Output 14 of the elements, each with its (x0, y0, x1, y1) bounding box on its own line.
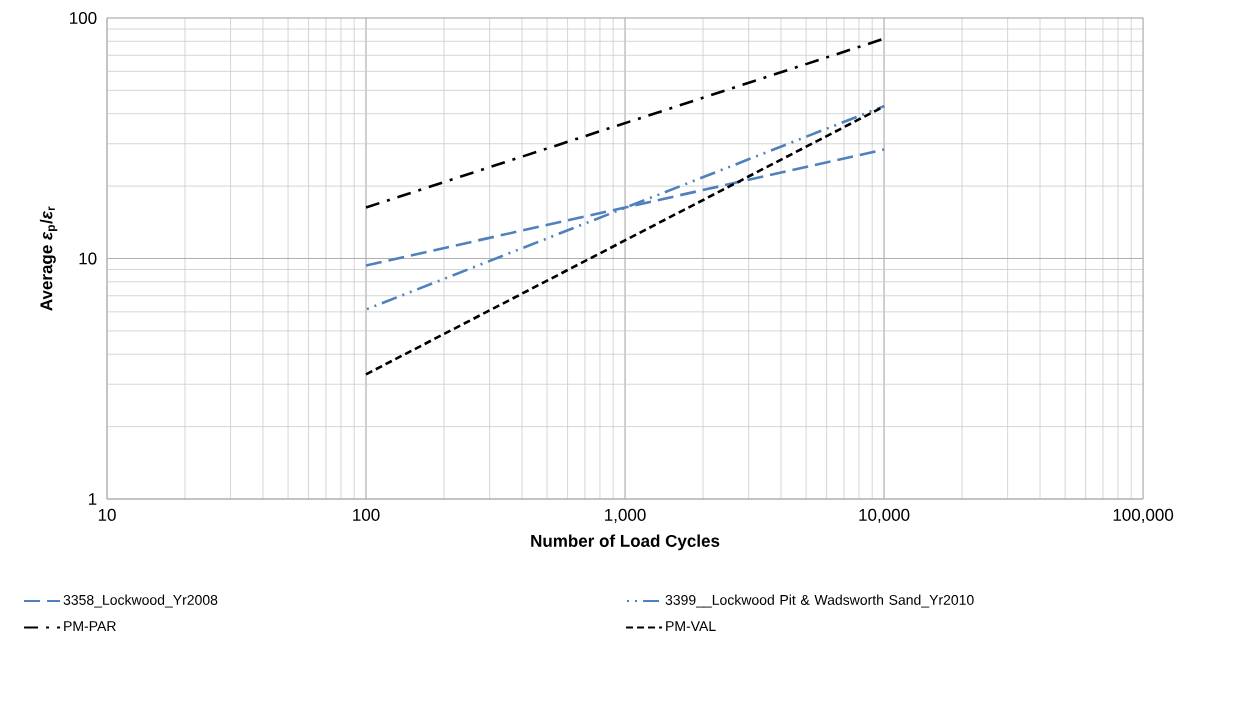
y-axis-title: Average ε$_{p}$/ε$_{r}$ (39, 206, 58, 311)
x-axis-title: Number of Load Cycles (531, 534, 720, 551)
legend-label: PM-PAR (64, 621, 116, 631)
y-tick-label: 100 (70, 11, 97, 25)
legend-label: 3358_Lockwood_Yr2008 (63, 594, 218, 608)
y-tick-label: 1 (88, 493, 97, 505)
legend-label: PM-VAL (666, 621, 716, 631)
x-tick-label: 100,000 (1113, 508, 1174, 523)
x-tick-label: 10 (98, 508, 116, 521)
x-tick-label: 100 (353, 508, 380, 521)
legend-label: 3399__Lockwood Pit & Wadsworth Sand_Yr2010 (665, 594, 974, 608)
x-tick-label: 10,000 (859, 508, 910, 523)
y-tick-label: 10 (79, 252, 97, 265)
x-tick-label: 1,000 (605, 508, 646, 523)
